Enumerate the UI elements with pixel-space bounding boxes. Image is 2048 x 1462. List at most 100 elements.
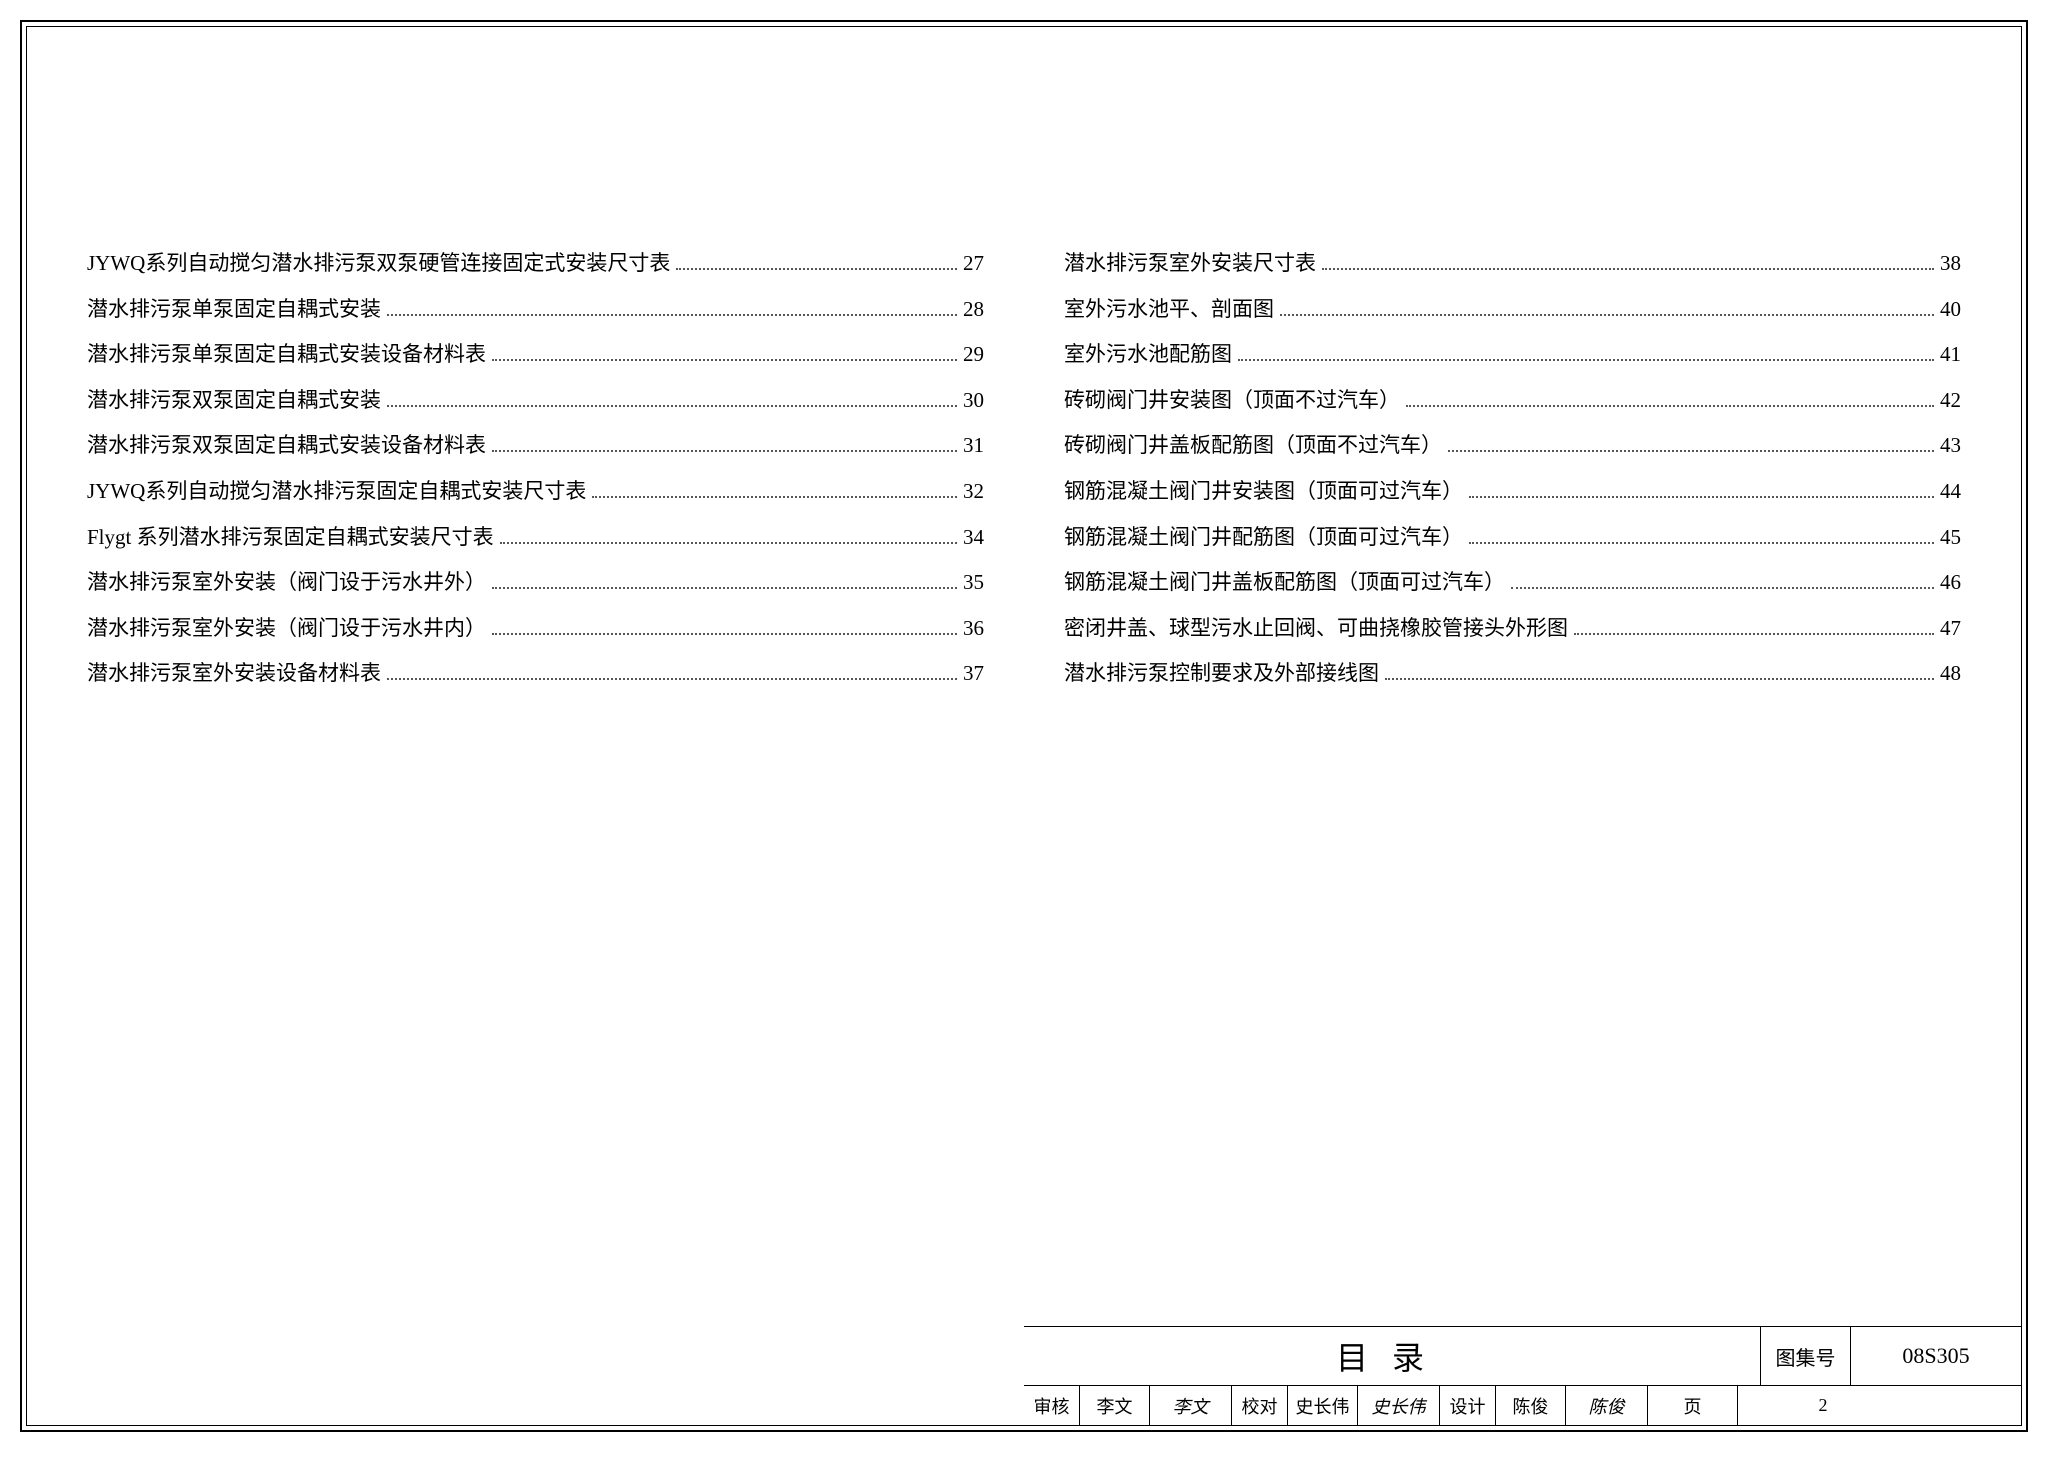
toc-leader-dots	[1280, 314, 1934, 316]
toc-leader-dots	[387, 314, 957, 316]
check-name: 史长伟	[1288, 1386, 1358, 1425]
toc-entry: 钢筋混凝土阀门井配筋图（顶面可过汽车） 45	[1064, 521, 1961, 555]
toc-leader-dots	[592, 496, 957, 498]
toc-leader-dots	[1448, 450, 1934, 452]
toc-entry: 钢筋混凝土阀门井安装图（顶面可过汽车） 44	[1064, 475, 1961, 509]
toc-entry-page: 38	[1940, 247, 1961, 281]
toc-leader-dots	[1574, 633, 1934, 635]
toc-entry: 潜水排污泵单泵固定自耦式安装 28	[87, 293, 984, 327]
title-row-bottom: 审核 李文 李文 校对 史长伟 史长伟 设计 陈俊 陈俊 页 2	[1024, 1385, 2021, 1425]
outer-frame: JYWQ系列自动搅匀潜水排污泵双泵硬管连接固定式安装尺寸表 27 潜水排污泵单泵固定…	[20, 20, 2028, 1432]
design-name: 陈俊	[1496, 1386, 1566, 1425]
toc-entry-title: 室外污水池配筋图	[1064, 338, 1232, 372]
toc-column-left: JYWQ系列自动搅匀潜水排污泵双泵硬管连接固定式安装尺寸表 27 潜水排污泵单泵固定…	[87, 247, 984, 703]
toc-entry-page: 47	[1940, 612, 1961, 646]
toc-entry-page: 40	[1940, 293, 1961, 327]
toc-entry-page: 34	[963, 521, 984, 555]
design-label: 设计	[1440, 1386, 1496, 1425]
toc-entry: 钢筋混凝土阀门井盖板配筋图（顶面可过汽车） 46	[1064, 566, 1961, 600]
toc-entry-page: 32	[963, 475, 984, 509]
toc-entry-title: 潜水排污泵双泵固定自耦式安装设备材料表	[87, 429, 486, 463]
toc-entry: 潜水排污泵双泵固定自耦式安装 30	[87, 384, 984, 418]
toc-leader-dots	[492, 450, 957, 452]
toc-leader-dots	[1469, 542, 1934, 544]
toc-entry-title: 密闭井盖、球型污水止回阀、可曲挠橡胶管接头外形图	[1064, 612, 1568, 646]
toc-leader-dots	[492, 587, 957, 589]
toc-entry: 潜水排污泵室外安装设备材料表 37	[87, 657, 984, 691]
check-signature: 史长伟	[1358, 1386, 1440, 1425]
toc-leader-dots	[492, 633, 957, 635]
toc-entry-title: 潜水排污泵室外安装（阀门设于污水井内）	[87, 612, 486, 646]
toc-entry-page: 45	[1940, 521, 1961, 555]
toc-entry: 潜水排污泵控制要求及外部接线图 48	[1064, 657, 1961, 691]
toc-entry: 密闭井盖、球型污水止回阀、可曲挠橡胶管接头外形图 47	[1064, 612, 1961, 646]
toc-entry-page: 27	[963, 247, 984, 281]
toc-entry-page: 31	[963, 429, 984, 463]
code-value: 08S305	[1851, 1327, 2021, 1385]
toc-leader-dots	[492, 359, 957, 361]
toc-entry-page: 46	[1940, 566, 1961, 600]
toc-entry: 室外污水池平、剖面图 40	[1064, 293, 1961, 327]
toc-entry-page: 30	[963, 384, 984, 418]
toc-entry-page: 37	[963, 657, 984, 691]
toc-leader-dots	[1469, 496, 1934, 498]
toc-leader-dots	[676, 268, 957, 270]
toc-entry-title: 钢筋混凝土阀门井安装图（顶面可过汽车）	[1064, 475, 1463, 509]
toc-entry-title: 潜水排污泵控制要求及外部接线图	[1064, 657, 1379, 691]
toc-entry: 潜水排污泵室外安装（阀门设于污水井外） 35	[87, 566, 984, 600]
toc-entry-page: 36	[963, 612, 984, 646]
toc-entry-page: 35	[963, 566, 984, 600]
toc-entry-title: 潜水排污泵单泵固定自耦式安装	[87, 293, 381, 327]
toc-leader-dots	[387, 405, 957, 407]
toc-entry: 砖砌阀门井安装图（顶面不过汽车） 42	[1064, 384, 1961, 418]
toc-entry: 潜水排污泵室外安装（阀门设于污水井内） 36	[87, 612, 984, 646]
toc-leader-dots	[1322, 268, 1934, 270]
toc-entry-title: 室外污水池平、剖面图	[1064, 293, 1274, 327]
toc-entry-title: 潜水排污泵室外安装（阀门设于污水井外）	[87, 566, 486, 600]
toc-entry: JYWQ系列自动搅匀潜水排污泵双泵硬管连接固定式安装尺寸表 27	[87, 247, 984, 281]
toc-entry: 潜水排污泵双泵固定自耦式安装设备材料表 31	[87, 429, 984, 463]
toc-content: JYWQ系列自动搅匀潜水排污泵双泵硬管连接固定式安装尺寸表 27 潜水排污泵单泵固定…	[27, 27, 2021, 763]
toc-entry-title: 钢筋混凝土阀门井盖板配筋图（顶面可过汽车）	[1064, 566, 1505, 600]
toc-entry-title: Flygt 系列潜水排污泵固定自耦式安装尺寸表	[87, 521, 494, 555]
toc-entry: JYWQ系列自动搅匀潜水排污泵固定自耦式安装尺寸表 32	[87, 475, 984, 509]
toc-entry: Flygt 系列潜水排污泵固定自耦式安装尺寸表 34	[87, 521, 984, 555]
toc-entry: 潜水排污泵单泵固定自耦式安装设备材料表 29	[87, 338, 984, 372]
design-signature: 陈俊	[1566, 1386, 1648, 1425]
toc-entry-title: JYWQ系列自动搅匀潜水排污泵双泵硬管连接固定式安装尺寸表	[87, 247, 670, 281]
toc-leader-dots	[1406, 405, 1934, 407]
toc-entry-page: 48	[1940, 657, 1961, 691]
check-label: 校对	[1232, 1386, 1288, 1425]
toc-leader-dots	[1511, 587, 1934, 589]
toc-entry-title: 潜水排污泵双泵固定自耦式安装	[87, 384, 381, 418]
toc-entry-title: 砖砌阀门井安装图（顶面不过汽车）	[1064, 384, 1400, 418]
toc-entry: 潜水排污泵室外安装尺寸表 38	[1064, 247, 1961, 281]
toc-leader-dots	[500, 542, 957, 544]
toc-leader-dots	[1238, 359, 1934, 361]
inner-frame: JYWQ系列自动搅匀潜水排污泵双泵硬管连接固定式安装尺寸表 27 潜水排污泵单泵固定…	[26, 26, 2022, 1426]
toc-column-right: 潜水排污泵室外安装尺寸表 38 室外污水池平、剖面图 40 室外污水池配筋图 41 砖砌阀门…	[1064, 247, 1961, 703]
title-block: 目录 图集号 08S305 审核 李文 李文 校对 史长伟 史长伟 设计 陈俊 …	[1024, 1326, 2021, 1425]
page-number: 2	[1738, 1386, 1908, 1425]
toc-entry: 室外污水池配筋图 41	[1064, 338, 1961, 372]
toc-leader-dots	[387, 678, 957, 680]
toc-entry: 砖砌阀门井盖板配筋图（顶面不过汽车） 43	[1064, 429, 1961, 463]
toc-entry-title: JYWQ系列自动搅匀潜水排污泵固定自耦式安装尺寸表	[87, 475, 586, 509]
toc-leader-dots	[1385, 678, 1934, 680]
toc-entry-title: 砖砌阀门井盖板配筋图（顶面不过汽车）	[1064, 429, 1442, 463]
review-name: 李文	[1080, 1386, 1150, 1425]
toc-entry-title: 潜水排污泵单泵固定自耦式安装设备材料表	[87, 338, 486, 372]
toc-entry-title: 潜水排污泵室外安装尺寸表	[1064, 247, 1316, 281]
review-signature: 李文	[1150, 1386, 1232, 1425]
toc-entry-page: 43	[1940, 429, 1961, 463]
toc-entry-page: 41	[1940, 338, 1961, 372]
toc-entry-page: 44	[1940, 475, 1961, 509]
toc-entry-page: 28	[963, 293, 984, 327]
review-label: 审核	[1024, 1386, 1080, 1425]
toc-entry-page: 29	[963, 338, 984, 372]
toc-entry-title: 潜水排污泵室外安装设备材料表	[87, 657, 381, 691]
drawing-title: 目录	[1024, 1327, 1761, 1385]
toc-entry-title: 钢筋混凝土阀门井配筋图（顶面可过汽车）	[1064, 521, 1463, 555]
toc-entry-page: 42	[1940, 384, 1961, 418]
page-label: 页	[1648, 1386, 1738, 1425]
